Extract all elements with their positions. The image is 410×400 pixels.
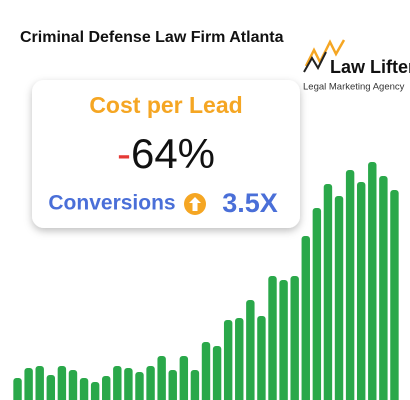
bar	[356, 182, 366, 400]
bar	[379, 176, 388, 400]
bar	[235, 318, 244, 400]
bar	[157, 356, 166, 400]
bar	[323, 184, 333, 400]
bar	[223, 320, 233, 400]
card-background	[32, 80, 300, 228]
bar	[212, 346, 222, 400]
bar	[135, 372, 144, 400]
bar	[312, 208, 322, 400]
logo-mark-dark	[303, 51, 327, 73]
bar	[57, 366, 67, 400]
bar	[345, 170, 355, 400]
bar	[13, 378, 22, 400]
up-icon	[184, 193, 206, 215]
bar	[124, 368, 133, 400]
logo-tagline: Legal Marketing Agency	[303, 82, 405, 93]
bar	[90, 382, 100, 400]
up-icon-arrow	[189, 197, 201, 211]
bar	[35, 366, 44, 400]
card: Cost per Lead -64% Conversions 3.5X	[32, 80, 300, 228]
bar	[279, 280, 288, 400]
bar	[113, 366, 122, 400]
bar	[190, 370, 200, 400]
card-multiplier: 3.5X	[222, 188, 278, 218]
bar	[179, 356, 189, 400]
bar	[390, 190, 399, 400]
card-change: -64%	[117, 130, 215, 177]
bar	[201, 342, 211, 400]
chart-title: Criminal Defense Law Firm Atlanta	[20, 29, 284, 46]
bar	[168, 370, 177, 400]
bar	[368, 162, 377, 400]
bar	[301, 236, 310, 400]
card-heading: Cost per Lead	[89, 92, 242, 118]
logo: Law Lifters Legal Marketing Agency	[303, 39, 410, 93]
bar	[290, 276, 299, 400]
card-metric: Conversions	[48, 192, 175, 215]
bars	[13, 162, 399, 400]
bar	[79, 378, 89, 400]
bar	[146, 366, 155, 400]
bar	[46, 375, 56, 400]
bar	[246, 300, 255, 400]
logo-name: Law Lifters	[330, 57, 410, 77]
bar	[24, 368, 33, 400]
bar	[68, 370, 78, 400]
bar	[102, 376, 111, 400]
bar	[334, 196, 344, 400]
bar	[268, 276, 277, 400]
bar	[257, 316, 266, 400]
